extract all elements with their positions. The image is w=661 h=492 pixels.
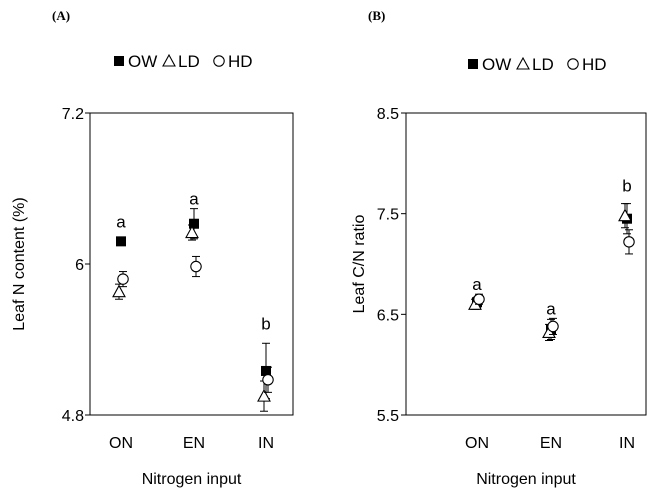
y-tick-label: 6 — [75, 257, 84, 274]
data-point — [547, 320, 559, 333]
legend-label: HD — [582, 55, 607, 74]
significance-letter: b — [261, 314, 270, 333]
x-tick-label: ON — [465, 435, 489, 452]
x-tick-label: IN — [619, 435, 635, 452]
panel-label: (B) — [368, 8, 385, 23]
legend-marker — [162, 53, 176, 67]
legend-label: OW — [482, 55, 511, 74]
data-point — [117, 273, 129, 285]
data-point — [623, 236, 635, 248]
significance-letter: a — [189, 190, 199, 209]
y-axis-title: Leaf C/N ratio — [351, 215, 368, 314]
x-axis-title: Nitrogen input — [476, 471, 576, 488]
legend-label: OW — [128, 52, 157, 71]
x-tick-label: IN — [258, 435, 274, 452]
legend-marker — [213, 55, 225, 67]
data-point — [257, 388, 271, 402]
x-tick-label: ON — [109, 435, 133, 452]
legend-label: HD — [228, 52, 253, 71]
legend-marker — [468, 59, 478, 69]
data-point — [190, 260, 202, 273]
data-point — [473, 293, 485, 305]
y-tick-label: 4.8 — [62, 408, 84, 425]
significance-letter: a — [546, 299, 556, 318]
significance-letter: b — [622, 177, 631, 196]
data-point — [112, 284, 126, 298]
y-axis-title: Leaf N content (%) — [11, 197, 28, 330]
legend-label: LD — [178, 52, 200, 71]
y-tick-label: 7.5 — [377, 207, 399, 224]
data-point — [189, 218, 199, 229]
data-point — [116, 236, 126, 247]
legend-marker — [114, 56, 124, 66]
plot-frame — [405, 112, 647, 416]
chart-panel-1: (A) OW LD HD 4.8 6 7.2 ON EN IN Nitrogen input Leaf… — [11, 8, 294, 488]
x-axis-title: Nitrogen input — [142, 471, 242, 488]
panel-label: (A) — [52, 8, 70, 23]
x-tick-label: EN — [183, 435, 205, 452]
legend-label: LD — [532, 55, 554, 74]
data-point — [262, 374, 274, 386]
legend-marker — [567, 58, 579, 70]
chart-panel-2: (B) OW LD HD 5.5 6.5 7.5 8.5 ON EN IN Nitrogen inpu… — [351, 8, 647, 488]
significance-letter: a — [116, 212, 126, 231]
y-tick-label: 6.5 — [377, 307, 399, 324]
significance-letter: a — [472, 275, 482, 294]
data-point — [261, 365, 271, 376]
data-point — [185, 225, 199, 239]
y-tick-label: 7.2 — [62, 106, 84, 123]
y-tick-label: 5.5 — [377, 408, 399, 425]
x-tick-label: EN — [540, 435, 562, 452]
y-tick-label: 8.5 — [377, 106, 399, 123]
data-point — [618, 208, 632, 222]
legend-marker — [516, 56, 530, 70]
